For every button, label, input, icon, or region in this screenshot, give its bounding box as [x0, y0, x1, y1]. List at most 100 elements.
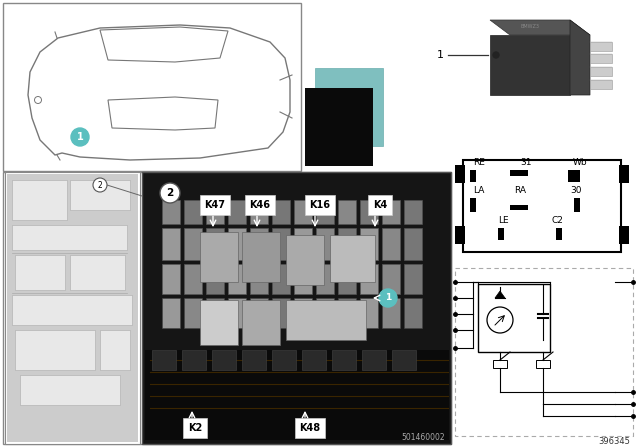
Bar [272, 264, 290, 294]
Bar [382, 264, 400, 294]
Bar [338, 200, 356, 224]
Bar [360, 264, 378, 294]
Text: 31: 31 [520, 158, 531, 167]
Bar [294, 298, 312, 328]
Bar [272, 200, 290, 224]
Bar [162, 228, 180, 260]
Bar [162, 298, 180, 328]
Polygon shape [570, 20, 590, 95]
Bar [184, 228, 202, 260]
Bar [404, 264, 422, 294]
Bar [250, 298, 268, 328]
Bar [382, 228, 400, 260]
Bar [590, 54, 612, 63]
Bar [382, 228, 400, 260]
Bar [184, 264, 202, 294]
Bar [294, 228, 312, 260]
Text: 30: 30 [570, 186, 582, 195]
Bar [332, 350, 356, 370]
Bar [250, 228, 268, 260]
Bar [145, 350, 449, 440]
Bar [152, 350, 176, 370]
Text: K16: K16 [310, 200, 330, 210]
Bar [184, 228, 202, 260]
Bar [250, 228, 268, 260]
Text: 2: 2 [98, 181, 102, 190]
Bar [242, 350, 266, 370]
Bar [294, 228, 312, 260]
Bar [100, 330, 130, 370]
Bar [272, 298, 290, 328]
Bar [12, 180, 67, 220]
Bar [305, 88, 373, 166]
Bar [206, 264, 224, 294]
Bar [338, 228, 356, 260]
Bar [242, 232, 280, 282]
Bar [250, 264, 268, 294]
Circle shape [379, 289, 397, 307]
Bar [286, 300, 366, 340]
Bar [574, 198, 580, 212]
Bar [493, 360, 507, 368]
Bar [470, 170, 476, 182]
Bar [3, 172, 451, 444]
Bar [455, 268, 633, 436]
Bar [338, 264, 356, 294]
Bar [184, 298, 202, 328]
Circle shape [493, 52, 499, 58]
Bar [228, 228, 246, 260]
Bar [590, 67, 612, 76]
Bar [382, 264, 400, 294]
Bar [250, 200, 268, 224]
Bar [316, 264, 334, 294]
Bar [142, 172, 451, 444]
Bar [455, 165, 465, 183]
Bar [302, 350, 326, 370]
Bar [404, 228, 422, 260]
Text: LE: LE [498, 216, 509, 225]
Text: K46: K46 [250, 200, 271, 210]
Bar [20, 375, 120, 405]
Bar [286, 235, 324, 285]
Bar [590, 80, 612, 89]
Bar [362, 350, 386, 370]
Bar [228, 264, 246, 294]
Bar [228, 228, 246, 260]
Bar [272, 228, 290, 260]
Bar [455, 226, 465, 244]
Bar [206, 264, 224, 294]
Bar [470, 198, 476, 212]
Bar [250, 264, 268, 294]
Bar [228, 200, 246, 224]
Bar [568, 170, 580, 182]
Bar [404, 200, 422, 224]
Bar [184, 200, 202, 224]
Bar [15, 255, 65, 290]
Bar [315, 68, 383, 146]
Bar [619, 165, 629, 183]
Bar [294, 264, 312, 294]
Circle shape [71, 128, 89, 146]
Bar [184, 264, 202, 294]
Text: 396345: 396345 [598, 438, 630, 447]
Bar [392, 350, 416, 370]
Text: 1: 1 [385, 293, 391, 302]
Bar [510, 170, 528, 176]
Bar [316, 228, 334, 260]
Bar [3, 3, 301, 171]
Bar [212, 350, 236, 370]
Bar [498, 228, 504, 240]
Polygon shape [495, 291, 505, 298]
Bar [242, 300, 280, 345]
Bar [478, 284, 550, 352]
Bar [70, 180, 130, 210]
Bar [382, 200, 400, 224]
Bar [316, 264, 334, 294]
Bar [162, 228, 180, 260]
Bar [7, 174, 138, 442]
Bar [272, 264, 290, 294]
Bar [338, 228, 356, 260]
Text: K48: K48 [300, 423, 321, 433]
Bar [200, 232, 238, 282]
Bar [272, 350, 296, 370]
